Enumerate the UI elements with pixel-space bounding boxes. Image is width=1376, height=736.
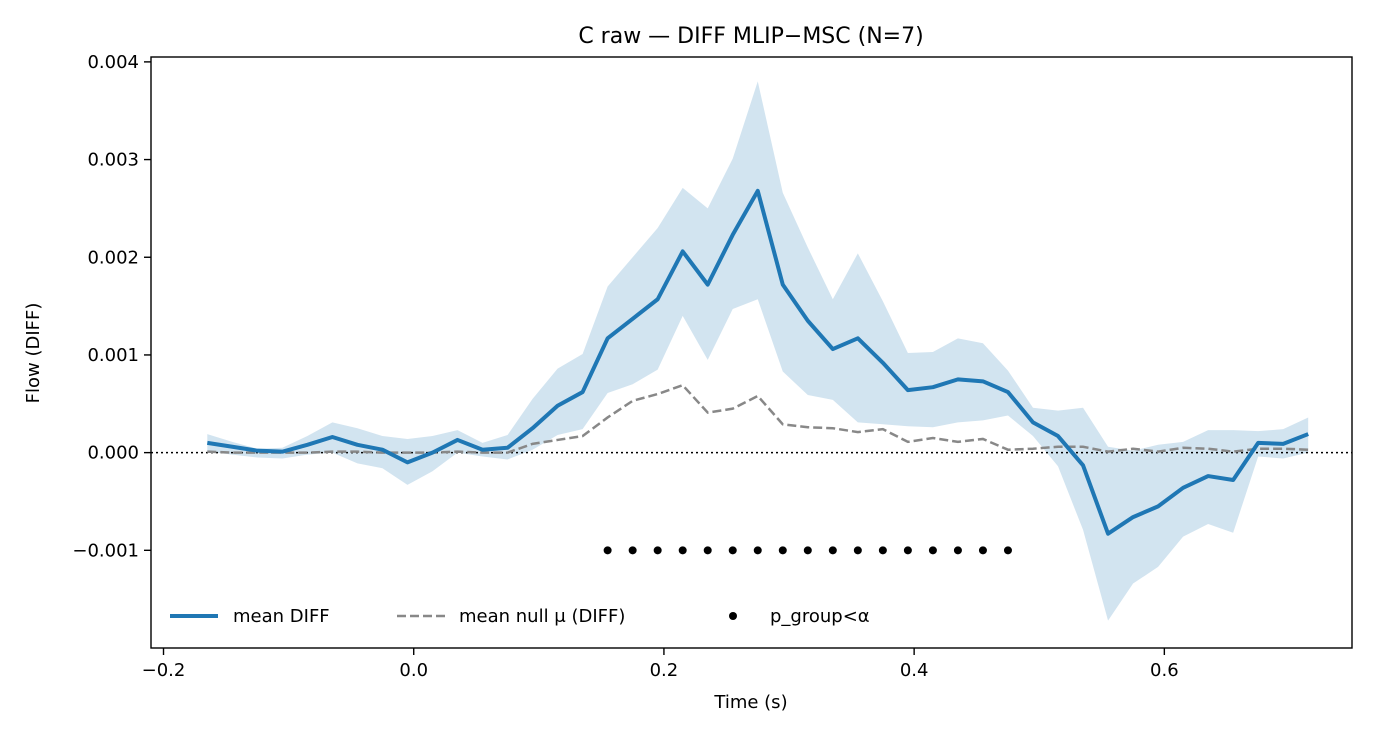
chart-title: C raw — DIFF MLIP−MSC (N=7) <box>578 24 923 49</box>
significance-marker <box>853 546 862 555</box>
y-tick-label: 0.001 <box>87 345 139 366</box>
legend-swatch-markers <box>729 612 737 620</box>
x-tick-label: −0.2 <box>142 660 186 681</box>
significance-marker <box>978 546 987 555</box>
significance-marker <box>678 546 687 555</box>
significance-marker <box>728 546 737 555</box>
y-tick-label: −0.001 <box>72 540 139 561</box>
x-tick-label: 0.0 <box>399 660 428 681</box>
significance-marker <box>903 546 912 555</box>
x-tick-label: 0.4 <box>900 660 929 681</box>
significance-marker <box>828 546 837 555</box>
y-tick-label: 0.003 <box>87 150 139 171</box>
significance-marker <box>803 546 812 555</box>
significance-marker <box>778 546 787 555</box>
y-tick-label: 0.002 <box>87 247 139 268</box>
mean-series-layer <box>206 188 1309 536</box>
significance-markers-layer <box>603 546 1012 555</box>
significance-marker <box>1003 546 1012 555</box>
legend-label-null: mean null μ (DIFF) <box>459 606 625 627</box>
y-tick-label: 0.004 <box>87 52 139 73</box>
significance-marker <box>953 546 962 555</box>
significance-marker <box>653 546 662 555</box>
x-tick-label: 0.2 <box>650 660 679 681</box>
significance-marker <box>878 546 887 555</box>
confidence-band-layer <box>207 81 1309 621</box>
x-tick-label: 0.6 <box>1150 660 1179 681</box>
significance-marker <box>628 546 637 555</box>
legend-label-markers: p_group<α <box>770 606 870 627</box>
mean-diff-line <box>206 188 1309 536</box>
axes <box>150 56 1353 649</box>
confidence-band <box>207 81 1309 621</box>
legend-label-mean-diff: mean DIFF <box>233 606 330 627</box>
y-tick-label: 0.000 <box>87 443 139 464</box>
significance-marker <box>703 546 712 555</box>
y-axis-label: Flow (DIFF) <box>23 303 44 404</box>
tick-layer: −0.2 0.0 0.2 0.4 0.6 −0.001 0.000 0.001 0.002 0.0… <box>72 52 1178 681</box>
significance-marker <box>928 546 937 555</box>
plot-frame <box>150 56 1353 649</box>
significance-marker <box>753 546 762 555</box>
legend: mean DIFF mean null μ (DIFF) p_group<α <box>170 606 870 627</box>
significance-marker <box>603 546 612 555</box>
x-axis-label: Time (s) <box>713 692 787 713</box>
